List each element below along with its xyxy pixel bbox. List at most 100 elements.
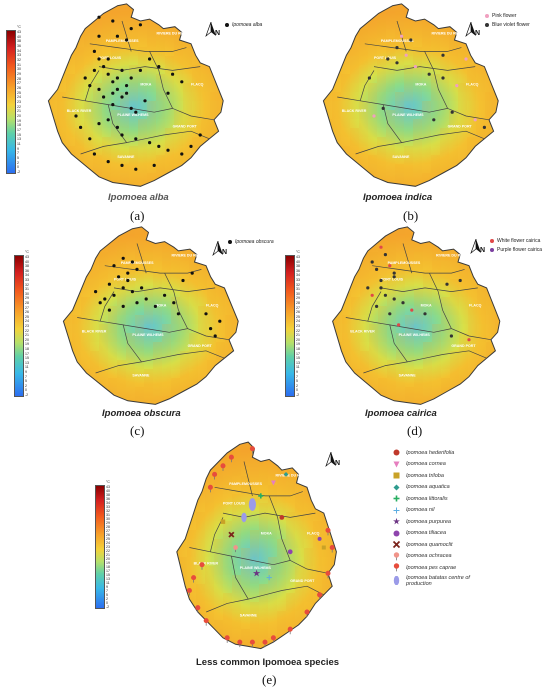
district-boundary (189, 547, 291, 566)
panel-title-c: Ipomoea obscura (102, 408, 181, 419)
island-map-a: RIVIERE DU REMPART PAMPLEMOUSSES PORT LOUI… (47, 3, 224, 187)
district-boundary (268, 495, 329, 574)
colorbar-tick-label: 22 (25, 328, 29, 333)
occurrence-point (441, 53, 445, 57)
region-label-port_louis: PORT LOUIS (99, 56, 122, 60)
colorbar-tick-label: 21 (106, 553, 110, 557)
occurrence-point (218, 319, 222, 323)
occurrence-point (386, 57, 390, 61)
species-marker (241, 512, 247, 523)
region-label-flacq: FLACQ (191, 83, 204, 87)
colorbar-tick-label: 23 (25, 324, 29, 328)
region-label-port_louis: PORT LOUIS (374, 56, 397, 60)
occurrence-point (103, 297, 107, 301)
occurrence-point (190, 271, 194, 275)
species-marker (393, 484, 400, 490)
legend-label: Ipomoea cornea (406, 461, 446, 467)
occurrence-point (409, 38, 413, 42)
species-marker (279, 515, 285, 520)
occurrence-point (130, 260, 134, 264)
occurrence-point (381, 106, 385, 110)
legend-label: Ipomoea quamoclit (406, 541, 453, 548)
occurrence-point (125, 91, 129, 95)
occurrence-point (450, 110, 454, 114)
legend-label: Ipomoea batatas centre of production (406, 574, 470, 587)
occurrence-point (153, 304, 157, 308)
legend-symbol-icon (393, 495, 400, 502)
colorbar-tick-label: 38 (106, 493, 110, 497)
district-boundary (210, 517, 224, 552)
occurrence-point (120, 133, 124, 137)
colorbar-tick-label: 25 (106, 537, 110, 541)
occurrence-point (464, 57, 468, 61)
colorbar-tick-label: 32 (25, 282, 29, 287)
region-label-savanne: SAVANNE (240, 613, 258, 617)
colorbar-tick-label: 26 (17, 86, 21, 90)
legend-b: Pink flower Blue violet flower (485, 12, 530, 30)
occurrence-point (473, 118, 477, 122)
district-boundary (367, 291, 382, 322)
occurrence-point (400, 34, 404, 38)
colorbar-tick-label: 27 (17, 81, 21, 86)
colorbar-tick-label: 36 (296, 268, 300, 273)
occurrence-point (367, 76, 371, 80)
occurrence-point (388, 312, 392, 316)
occurrence-point (157, 144, 161, 148)
district-boundary (372, 265, 465, 274)
district-boundary (89, 43, 187, 52)
region-label-plaine_wilhems: PLAINE WILHEMS (399, 333, 431, 337)
colorbar-tick-label: 2 (25, 383, 27, 388)
panel-caption-a: (a) (130, 208, 145, 223)
colorbar-tick-label: 15 (25, 356, 29, 361)
occurrence-point (181, 278, 185, 283)
occurrence-point (115, 87, 119, 91)
occurrence-point (392, 297, 396, 301)
region-label-plaine_wilhems: PLAINE WILHEMS (132, 333, 164, 337)
colorbar-tick-label: 29 (106, 521, 110, 525)
occurrence-point (92, 152, 96, 156)
species-marker (393, 449, 400, 456)
region-label-port_louis: PORT LOUIS (381, 278, 404, 282)
panel-caption-b: (b) (403, 208, 419, 223)
region-label-plaine_wilhems: PLAINE WILHEMS (117, 113, 149, 117)
colorbar-tick-label: -2 (296, 393, 300, 397)
occurrence-point (172, 301, 176, 305)
occurrence-point (392, 275, 396, 279)
occurrence-point (370, 260, 374, 264)
legend-symbol-icon (393, 563, 400, 572)
panel-title-d: Ipomoea cairica (365, 408, 437, 419)
colorbar-tick-label: 19 (106, 561, 110, 565)
colorbar-tick-label: -2 (17, 170, 21, 174)
species-marker (252, 569, 261, 577)
occurrence-point (83, 76, 87, 80)
species-marker (393, 530, 400, 536)
panel-caption-e: (e) (262, 672, 277, 687)
region-label-grand_port: GRAND PORT (188, 344, 213, 348)
colorbar-tick-label: 18 (296, 347, 300, 351)
colorbar-tick-label: 5 (17, 156, 19, 160)
island-map-b: RIVIERE DU REMPART PAMPLEMOUSSES PORT LOUI… (322, 3, 499, 187)
occurrence-point (144, 297, 148, 301)
colorbar-tick-label: 30 (17, 67, 21, 72)
region-label-savanne: SAVANNE (399, 374, 417, 378)
colorbar-tick-label: 22 (296, 328, 300, 333)
region-label-moka: MOKA (140, 83, 151, 87)
occurrence-point (204, 312, 208, 316)
species-marker (393, 461, 400, 467)
district-boundary (164, 272, 230, 341)
occurrence-point (166, 148, 170, 152)
region-label-port_louis: PORT LOUIS (114, 278, 137, 282)
region-label-black_river: BLACK RIVER (82, 329, 107, 333)
north-arrow-icon (470, 239, 481, 255)
occurrence-point (121, 286, 125, 290)
occurrence-point (140, 286, 144, 290)
colorbar-tick-label: 31 (106, 513, 110, 517)
district-boundary (80, 130, 210, 155)
occurrence-point (432, 118, 436, 122)
legend-item: Ipomoea ochracea (392, 551, 452, 561)
island-coastline (332, 226, 501, 405)
region-label-flacq: FLACQ (206, 303, 219, 307)
colorbar-tick-label: 9 (296, 370, 298, 374)
legend-item: Ipomoea nil (392, 506, 434, 515)
occurrence-point (134, 110, 138, 114)
